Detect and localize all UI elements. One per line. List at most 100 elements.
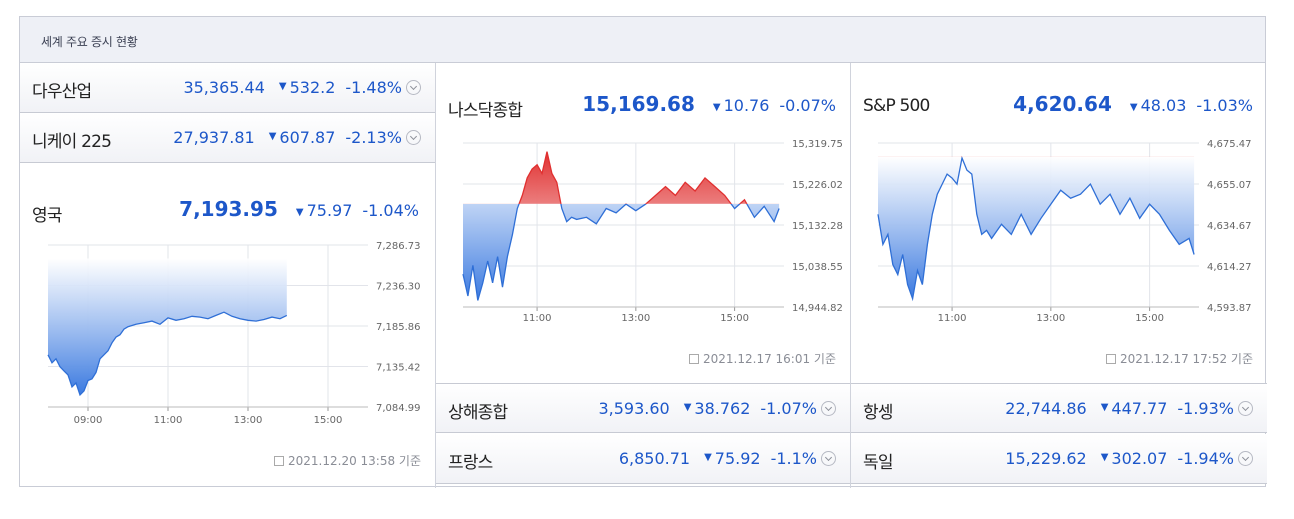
market-change: 607.87 <box>279 128 336 147</box>
market-value: 15,169.68 <box>582 92 695 116</box>
series-line-up <box>518 151 748 204</box>
y-tick-label: 7,185.86 <box>376 322 421 333</box>
market-percent: -1.48% <box>345 78 402 97</box>
series-line-down <box>877 156 1195 302</box>
calendar-icon <box>1106 354 1116 364</box>
y-tick-label: 4,634.67 <box>1207 221 1252 232</box>
market-value: 3,593.60 <box>598 399 670 418</box>
market-figures: 6,850.71 ▼ 75.92 -1.1% <box>619 449 836 468</box>
market-name: 독일 <box>863 453 893 473</box>
down-arrow-icon: ▼ <box>1100 452 1109 463</box>
y-tick-label: 4,614.27 <box>1207 262 1252 273</box>
expand-chevron-icon[interactable] <box>821 451 836 466</box>
x-tick-label: 13:00 <box>234 415 263 426</box>
timestamp-text: 2021.12.17 16:01 기준 <box>703 352 836 366</box>
market-row-nikkei[interactable]: 니케이 225 27,937.81 ▼ 607.87 -2.13% <box>20 113 435 163</box>
market-name: 상해종합 <box>448 403 508 423</box>
market-change: 48.03 <box>1140 96 1187 115</box>
market-percent: -1.04% <box>362 201 419 220</box>
x-tick-label: 13:00 <box>621 313 650 324</box>
y-tick-label: 7,084.99 <box>376 403 421 414</box>
market-change: 38.762 <box>694 399 751 418</box>
down-arrow-icon: ▼ <box>712 102 721 113</box>
market-row-hangseng[interactable]: 항셍 22,744.86 ▼ 447.77 -1.93% <box>851 383 1267 433</box>
y-tick-label: 7,286.73 <box>376 241 421 252</box>
column-middle: 나스닥종합 15,169.68 ▼ 10.76 -0.07% 15,319.75… <box>436 63 851 488</box>
market-percent: -0.07% <box>779 96 836 115</box>
market-change: 447.77 <box>1111 399 1168 418</box>
market-change: 75.97 <box>306 201 353 220</box>
market-value: 22,744.86 <box>1005 399 1087 418</box>
y-tick-label: 7,135.42 <box>376 363 421 374</box>
market-name: 니케이 225 <box>32 132 112 152</box>
area-below-baseline <box>48 258 287 395</box>
down-arrow-icon: ▼ <box>1100 402 1109 413</box>
market-name: 영국 <box>32 206 62 226</box>
x-tick-label: 15:00 <box>720 313 749 324</box>
panel-header: 세계 주요 증시 현황 <box>20 17 1265 63</box>
column-left: 다우산업 35,365.44 ▼ 532.2 -1.48% 니케이 225 27… <box>20 63 436 488</box>
sp500-intraday-chart: 4,675.47 4,655.07 4,634.67 4,614.27 4,593.87… <box>877 139 1252 324</box>
market-percent: -1.1% <box>770 449 817 468</box>
update-timestamp: 2021.12.17 17:52 기준 <box>1106 350 1253 367</box>
market-figures: 15,169.68 ▼ 10.76 -0.07% <box>582 92 836 116</box>
market-value: 6,850.71 <box>618 449 691 468</box>
y-tick-label: 7,236.30 <box>376 282 421 293</box>
update-timestamp: 2021.12.20 13:58 기준 <box>274 452 421 469</box>
market-figures: 7,193.95 ▼ 75.97 -1.04% <box>179 197 419 221</box>
market-percent: -1.94% <box>1177 449 1234 468</box>
market-change: 532.2 <box>289 78 336 97</box>
x-tick-label: 11:00 <box>154 415 183 426</box>
down-arrow-icon: ▼ <box>683 402 692 413</box>
market-change: 10.76 <box>723 96 770 115</box>
market-row-shanghai[interactable]: 상해종합 3,593.60 ▼ 38.762 -1.07% <box>436 383 850 433</box>
market-name: 항셍 <box>863 403 893 423</box>
market-change: 302.07 <box>1111 449 1168 468</box>
y-tick-label: 15,132.28 <box>792 221 843 232</box>
y-tick-label: 15,038.55 <box>792 262 843 273</box>
expand-chevron-icon[interactable] <box>1238 451 1253 466</box>
market-name: 다우산업 <box>32 82 92 102</box>
area-above-baseline <box>463 151 780 204</box>
market-row-dow[interactable]: 다우산업 35,365.44 ▼ 532.2 -1.48% <box>20 63 435 113</box>
market-figures: 4,620.64 ▼ 48.03 -1.03% <box>1013 92 1253 116</box>
update-timestamp: 2021.12.17 16:01 기준 <box>689 350 836 367</box>
market-row-germany[interactable]: 독일 15,229.62 ▼ 302.07 -1.94% <box>851 434 1267 484</box>
x-tick-label: 11:00 <box>938 313 967 324</box>
down-arrow-icon: ▼ <box>268 131 277 142</box>
market-change: 75.92 <box>714 449 761 468</box>
calendar-icon <box>689 354 699 364</box>
market-name: S&P 500 <box>863 96 930 116</box>
expand-chevron-icon[interactable] <box>1238 401 1253 416</box>
market-name: 나스닥종합 <box>448 101 523 121</box>
expand-chevron-icon[interactable] <box>821 401 836 416</box>
y-tick-label: 4,655.07 <box>1207 180 1252 191</box>
panel-title: 세계 주요 증시 현황 <box>41 35 138 49</box>
y-tick-label: 15,226.02 <box>792 180 843 191</box>
column-right: S&P 500 4,620.64 ▼ 48.03 -1.03% 4,675.47… <box>851 63 1267 488</box>
series-line-down <box>47 311 288 397</box>
market-percent: -1.93% <box>1177 399 1234 418</box>
nasdaq-intraday-chart: 15,319.75 15,226.02 15,132.28 15,038.55 14,9… <box>462 139 843 324</box>
market-figures: 3,593.60 ▼ 38.762 -1.07% <box>598 399 836 418</box>
x-tick-label: 15:00 <box>1135 313 1164 324</box>
market-figures: 22,744.86 ▼ 447.77 -1.93% <box>1005 399 1253 418</box>
calendar-icon <box>274 456 284 466</box>
y-tick-label: 4,593.87 <box>1207 303 1252 314</box>
y-tick-label: 14,944.82 <box>792 303 843 314</box>
market-percent: -1.07% <box>760 399 817 418</box>
uk-intraday-chart: 7,286.73 7,236.30 7,185.86 7,135.42 7,084.99… <box>47 241 421 426</box>
expand-chevron-icon[interactable] <box>406 80 421 95</box>
market-value: 15,229.62 <box>1005 449 1087 468</box>
market-value: 4,620.64 <box>1013 92 1112 116</box>
down-arrow-icon: ▼ <box>704 452 712 463</box>
market-value: 7,193.95 <box>179 197 278 221</box>
x-tick-label: 11:00 <box>523 313 552 324</box>
x-tick-label: 09:00 <box>74 415 103 426</box>
down-arrow-icon: ▼ <box>295 207 304 218</box>
market-row-france[interactable]: 프랑스 6,850.71 ▼ 75.92 -1.1% <box>436 434 850 484</box>
down-arrow-icon: ▼ <box>278 81 287 92</box>
expand-chevron-icon[interactable] <box>406 130 421 145</box>
market-percent: -2.13% <box>345 128 402 147</box>
down-arrow-icon: ▼ <box>1129 102 1138 113</box>
